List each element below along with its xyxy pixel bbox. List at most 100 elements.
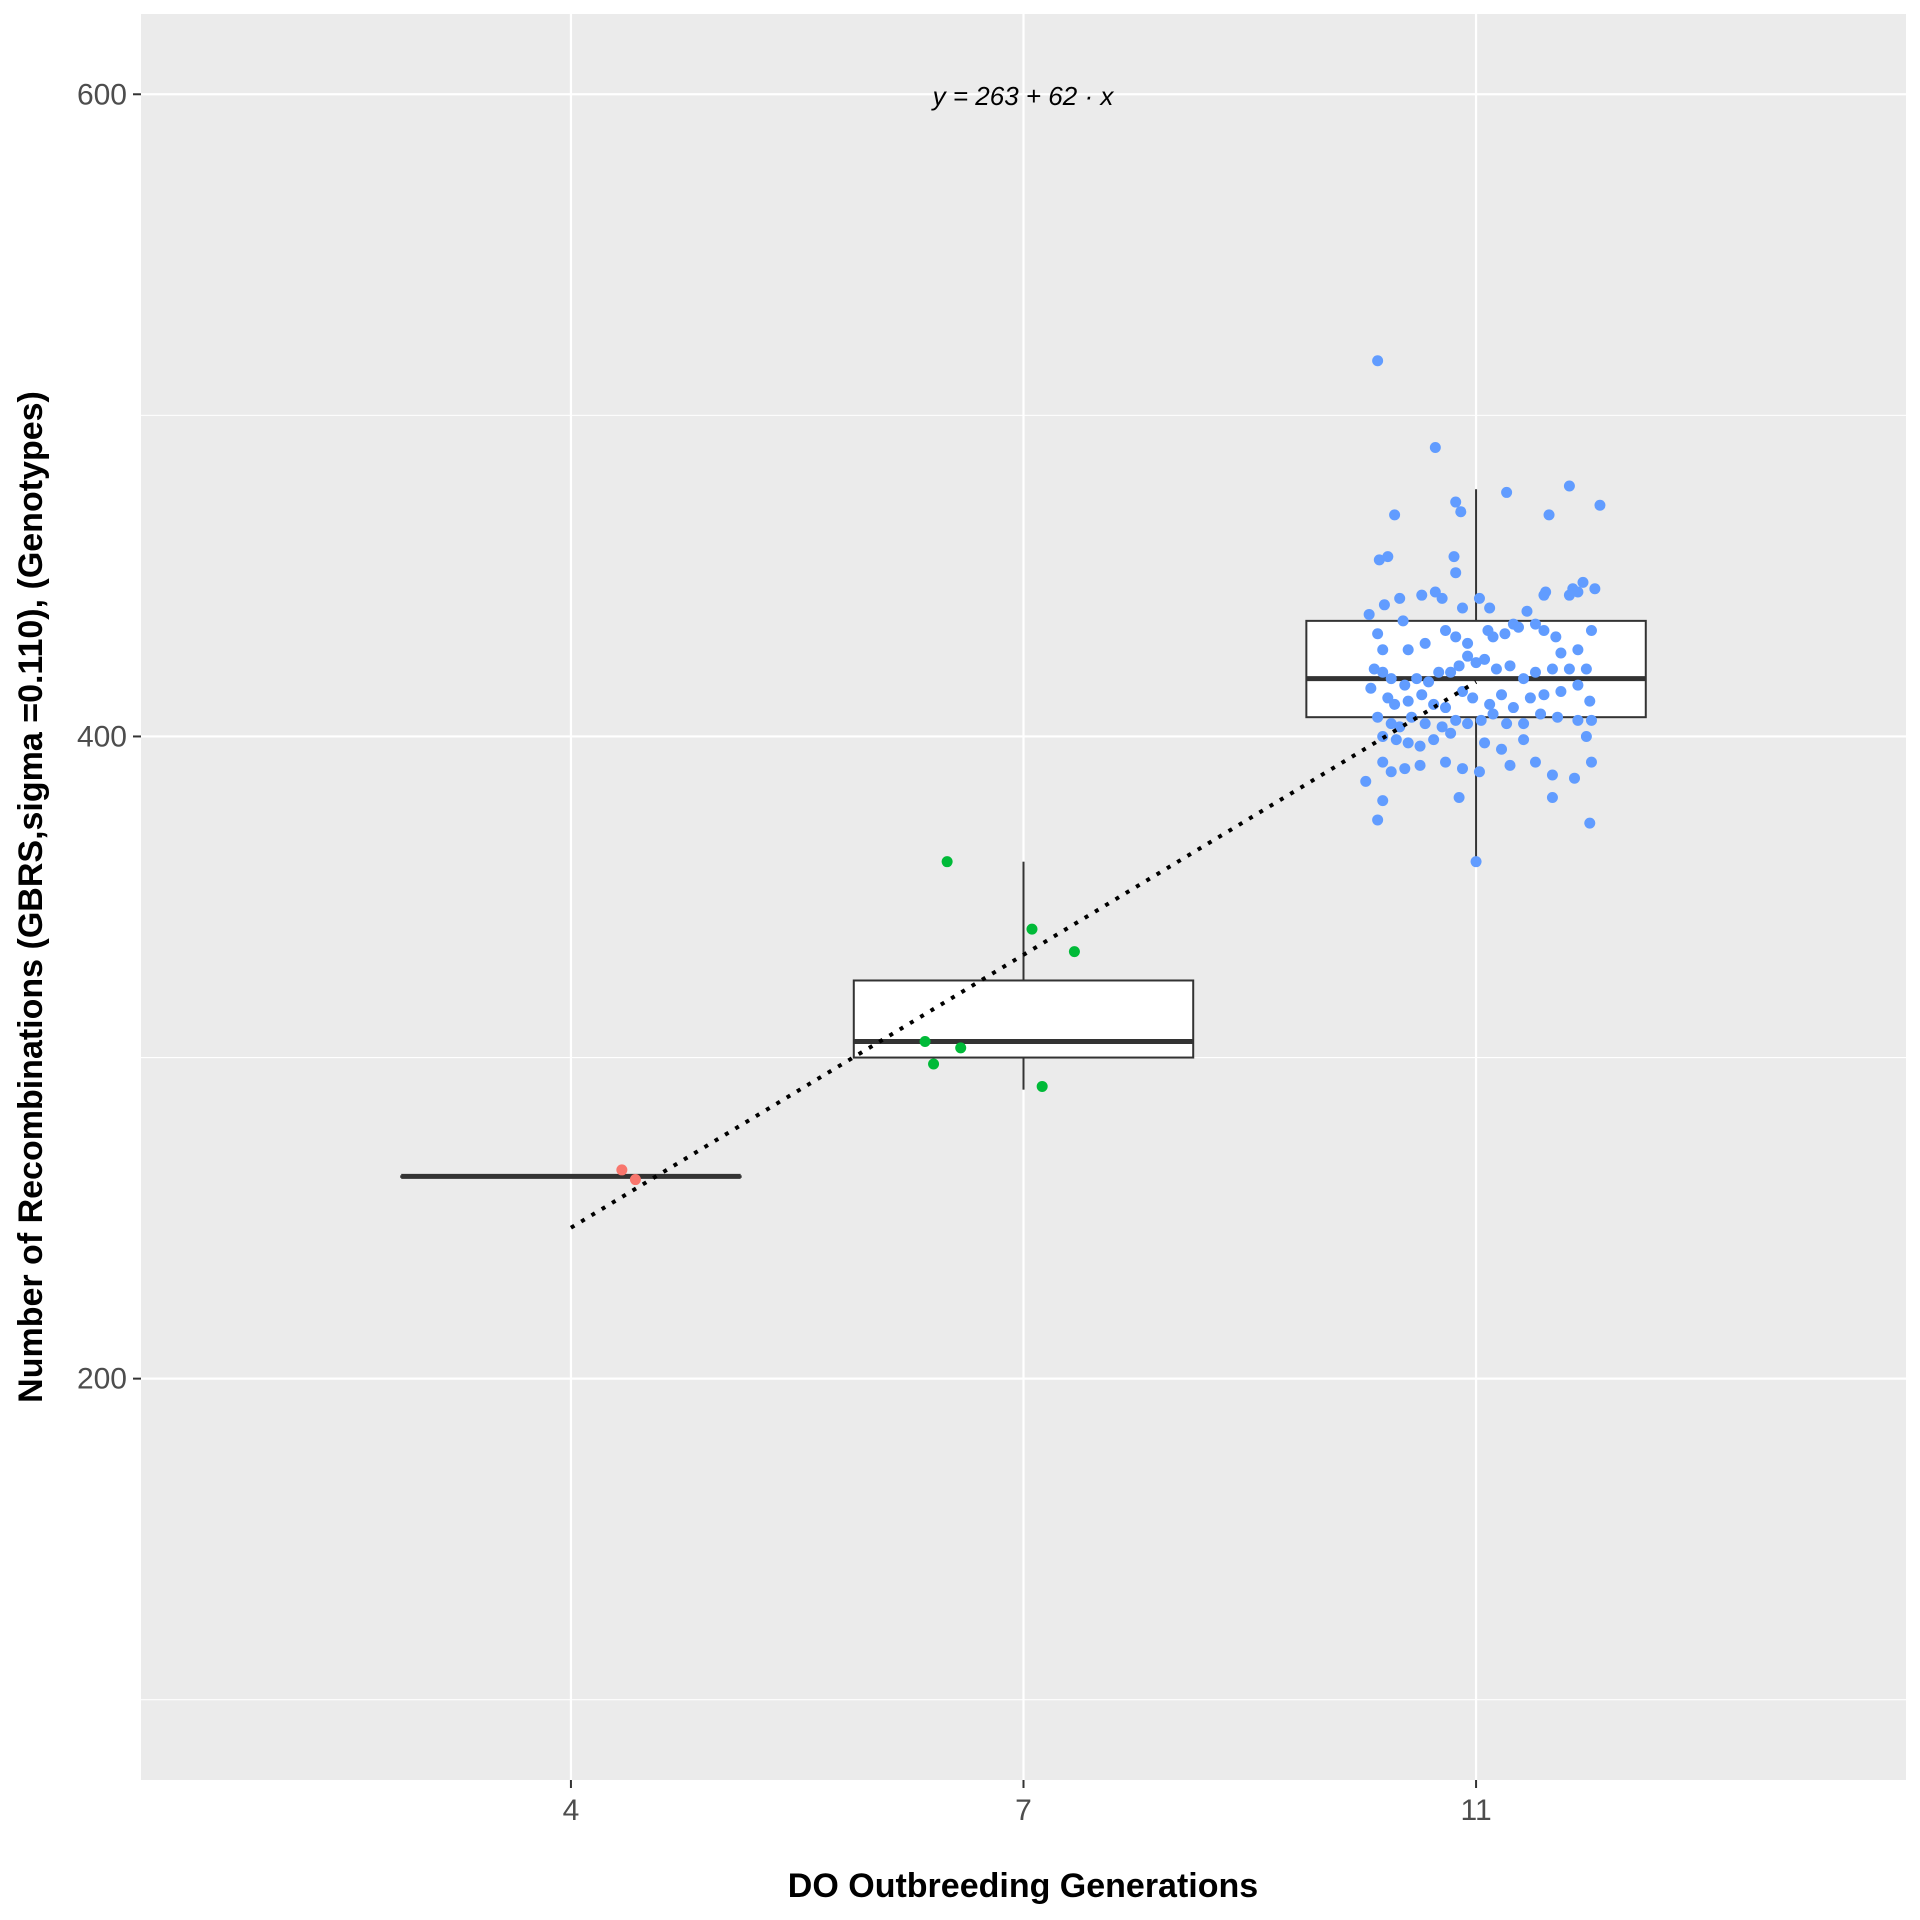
data-point xyxy=(1512,621,1524,633)
data-point xyxy=(1419,718,1431,730)
data-point xyxy=(1453,660,1465,672)
data-point xyxy=(1385,718,1397,730)
data-point xyxy=(1572,644,1584,656)
data-point xyxy=(919,1035,931,1047)
data-point xyxy=(1373,554,1385,566)
data-point xyxy=(1397,615,1409,627)
data-point xyxy=(1496,689,1508,701)
data-point xyxy=(1584,695,1596,707)
data-point xyxy=(1572,679,1584,691)
data-point xyxy=(1399,763,1411,775)
data-point xyxy=(1377,666,1389,678)
data-point xyxy=(1429,586,1441,598)
data-point xyxy=(1546,791,1558,803)
data-point xyxy=(1585,756,1597,768)
box-body xyxy=(852,979,1195,1059)
data-point xyxy=(1518,673,1530,685)
data-point xyxy=(1540,586,1552,598)
data-point xyxy=(1385,766,1397,778)
data-point xyxy=(1546,769,1558,781)
data-point xyxy=(1504,759,1516,771)
data-point xyxy=(1538,624,1550,636)
data-point xyxy=(1535,708,1547,720)
data-point xyxy=(1440,702,1452,714)
data-point xyxy=(1594,499,1606,511)
data-point xyxy=(1414,759,1426,771)
data-point xyxy=(1429,441,1441,453)
data-point xyxy=(1584,817,1596,829)
data-point xyxy=(1555,686,1567,698)
data-point xyxy=(1456,763,1468,775)
data-point xyxy=(1507,702,1519,714)
data-point xyxy=(1450,496,1462,508)
data-point xyxy=(955,1042,967,1054)
data-point xyxy=(1546,663,1558,675)
data-point xyxy=(1440,756,1452,768)
data-point xyxy=(1389,698,1401,710)
data-point xyxy=(1372,814,1384,826)
x-tick-label: 7 xyxy=(1015,1794,1032,1827)
data-point xyxy=(1504,660,1516,672)
data-point xyxy=(616,1164,628,1176)
data-point xyxy=(1479,653,1491,665)
data-point xyxy=(1394,592,1406,604)
data-point xyxy=(1462,718,1474,730)
data-point xyxy=(1470,657,1482,669)
data-point xyxy=(1580,730,1592,742)
data-point xyxy=(1372,628,1384,640)
data-point xyxy=(1423,676,1435,688)
trend-line xyxy=(569,680,1478,1230)
data-point xyxy=(1372,355,1384,367)
y-axis: 200 400 600 xyxy=(77,78,141,1396)
data-point xyxy=(1036,1080,1048,1092)
data-point xyxy=(1448,551,1460,563)
data-point xyxy=(1555,647,1567,659)
x-axis-title: DO Outbreeding Generations xyxy=(788,1867,1258,1905)
data-point xyxy=(1501,486,1513,498)
data-point xyxy=(1470,856,1482,868)
data-point xyxy=(1378,599,1390,611)
data-point xyxy=(1467,692,1479,704)
data-point xyxy=(1518,734,1530,746)
data-point xyxy=(1568,772,1580,784)
data-point xyxy=(1473,766,1485,778)
data-point xyxy=(1363,608,1375,620)
data-point xyxy=(1524,692,1536,704)
data-point xyxy=(1462,637,1474,649)
data-point xyxy=(1402,644,1414,656)
data-point xyxy=(1360,775,1372,787)
data-point xyxy=(1416,589,1428,601)
data-point xyxy=(1402,695,1414,707)
data-point xyxy=(1402,737,1414,749)
x-axis: 4 7 11 xyxy=(563,1780,1492,1827)
annotation-equation: y = 263 + 62 · x xyxy=(931,81,1115,111)
data-point xyxy=(1385,673,1397,685)
y-tick-label: 200 xyxy=(77,1363,127,1396)
data-point xyxy=(941,856,953,868)
data-point xyxy=(1462,650,1474,662)
data-point xyxy=(1484,698,1496,710)
data-point xyxy=(1377,756,1389,768)
data-point xyxy=(1068,946,1080,958)
data-point xyxy=(1529,666,1541,678)
data-point xyxy=(1377,795,1389,807)
data-point xyxy=(1433,666,1445,678)
box-4 xyxy=(400,1173,742,1179)
data-point xyxy=(1377,644,1389,656)
points xyxy=(616,355,1606,1186)
data-point xyxy=(1563,663,1575,675)
data-point xyxy=(1589,583,1601,595)
data-point xyxy=(1445,727,1457,739)
data-point xyxy=(1487,708,1499,720)
x-tick-label: 11 xyxy=(1460,1794,1491,1827)
data-point xyxy=(1365,682,1377,694)
data-point xyxy=(1455,506,1467,518)
data-point xyxy=(629,1174,641,1186)
data-point xyxy=(1496,743,1508,755)
data-point xyxy=(1487,631,1499,643)
data-point xyxy=(1521,605,1533,617)
y-tick-label: 600 xyxy=(77,78,127,111)
data-point xyxy=(1450,567,1462,579)
data-point xyxy=(1538,689,1550,701)
data-point xyxy=(1490,663,1502,675)
